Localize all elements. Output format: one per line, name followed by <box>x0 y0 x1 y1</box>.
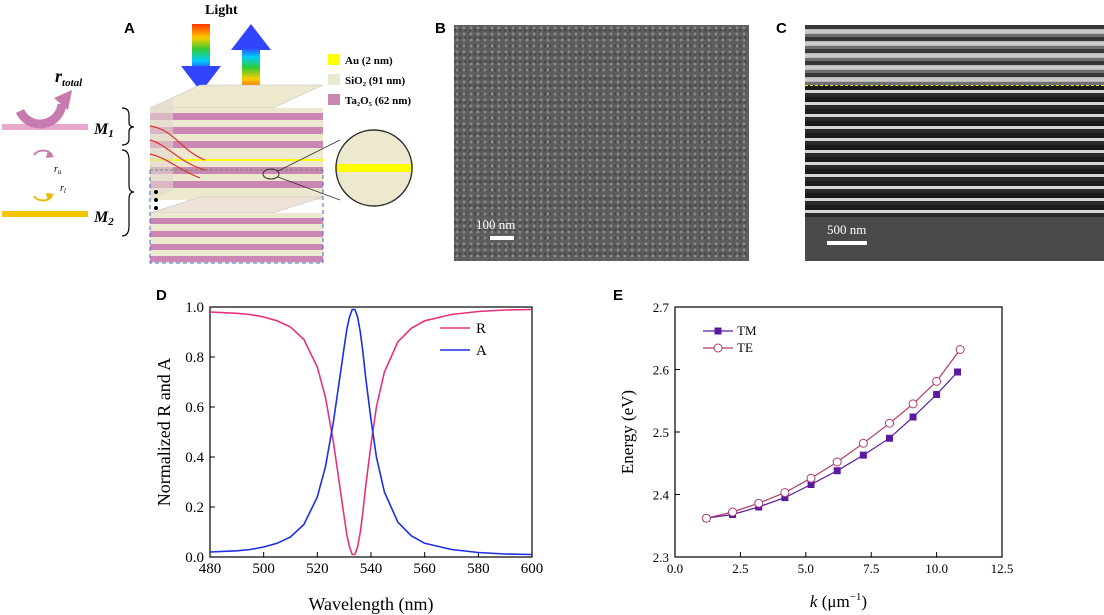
y-tick-label: 1.0 <box>185 300 204 316</box>
x-axis-label: Wavelength (nm) <box>308 594 433 615</box>
data-point-te <box>955 345 965 354</box>
x-tick-label: 10.0 <box>925 561 948 576</box>
legend-swatch-au <box>328 54 340 65</box>
data-point-tm <box>933 391 941 398</box>
legend-label-te: TE <box>737 340 753 355</box>
light-label: Light <box>205 3 238 18</box>
data-point-tm <box>807 481 815 488</box>
panel-label-c: C <box>776 20 787 37</box>
y-axis-label: Normalized R and A <box>154 358 174 506</box>
data-point-te <box>908 399 918 409</box>
x-tick-label: 0.0 <box>667 561 683 576</box>
legend-label-sio2: SiO₂ (91 nm) <box>345 75 405 87</box>
data-point-tm <box>833 467 841 475</box>
reflected-light-arrow-icon <box>231 24 271 92</box>
sem-b-scale-label: 100 nm <box>476 217 516 232</box>
panel-label-b: B <box>435 20 446 37</box>
plot-frame <box>674 306 1003 558</box>
incident-light-arrow-icon <box>181 24 221 92</box>
chart-d: 480 500 520 540 560 580 600 0.0 0.2 0.4 0.6 0.8 1.0 W… <box>154 300 544 615</box>
series-line-tm <box>706 371 958 519</box>
y-tick-label: 2.5 <box>653 425 669 440</box>
lower-mirror-stack <box>149 196 324 263</box>
sem-image-c: 500 nm <box>805 25 1104 261</box>
data-point-te <box>832 457 842 467</box>
legend-label-tm: TM <box>737 323 757 338</box>
chart-e: 0.0 2.5 5.0 7.5 10.0 12.5 2.3 2.4 2.5 2.6 2.7 k (μm… <box>618 300 1014 611</box>
sem-b-scale-bar <box>490 236 514 240</box>
x-tick-label: 2.5 <box>732 561 748 576</box>
data-point-te <box>780 488 790 498</box>
panel-label-a: A <box>124 20 135 37</box>
y-tick-label: 2.7 <box>653 300 670 315</box>
r-u-label: ru <box>54 164 62 176</box>
m1-label: M1 <box>93 121 114 140</box>
interface-dashed-line <box>805 85 1104 86</box>
data-point-tm <box>781 494 789 502</box>
y-tick-label: 2.6 <box>653 363 670 378</box>
x-tick-label: 560 <box>413 561 436 577</box>
x-tick-label: 12.5 <box>991 561 1014 576</box>
legend-marker-te <box>713 343 723 353</box>
sem-c-scale-label: 500 nm <box>827 222 867 237</box>
x-tick-label: 520 <box>306 561 329 577</box>
data-point-te <box>858 438 868 448</box>
data-point-tm <box>909 413 917 421</box>
x-tick-label: 580 <box>467 561 490 577</box>
y-tick-label: 0.8 <box>185 350 204 366</box>
sem-c-scale-bar <box>827 241 867 245</box>
x-tick-label: 600 <box>521 561 544 577</box>
legend-label-ta2o5: Ta₂O₅ (62 nm) <box>345 95 411 107</box>
material-legend: Au (2 nm) SiO₂ (91 nm) Ta₂O₅ (62 nm) <box>328 54 411 107</box>
magnifier-inset <box>262 129 413 207</box>
y-tick-label: 0.4 <box>185 450 204 466</box>
schematic-figure: Light Au (2 nm) SiO₂ (91 nm) Ta₂O₅ (62 n… <box>2 3 413 264</box>
series-line-te <box>706 349 961 519</box>
series-line-a <box>209 308 533 556</box>
sem-image-b: 100 nm <box>454 25 749 261</box>
legend-marker-tm <box>714 327 722 335</box>
data-point-tm <box>859 451 867 459</box>
panel-label-e: E <box>613 287 624 304</box>
data-point-tm <box>954 368 962 376</box>
legend-label-a: A <box>476 343 487 359</box>
x-tick-label: 540 <box>360 561 383 577</box>
y-tick-label: 2.4 <box>653 488 670 503</box>
legend-swatch-ta2o5 <box>328 94 340 105</box>
x-tick-label: 7.5 <box>863 561 879 576</box>
reflection-model: rtotal ru rl M1 M2 <box>2 66 135 237</box>
panel-label-d: D <box>156 287 167 304</box>
data-point-te <box>701 513 711 523</box>
r-l-label: rl <box>60 183 66 195</box>
r-total-label: rtotal <box>55 66 83 89</box>
x-tick-label: 5.0 <box>798 561 814 576</box>
data-point-te <box>806 473 816 483</box>
legend-label-au: Au (2 nm) <box>345 55 393 67</box>
x-axis-label: k (μm−1) <box>810 591 867 611</box>
y-tick-label: 2.3 <box>653 550 669 565</box>
m2-label: M2 <box>93 209 114 228</box>
data-point-te <box>885 418 895 428</box>
data-point-te <box>754 498 764 508</box>
data-point-te <box>932 376 942 386</box>
y-tick-label: 0.6 <box>185 400 204 416</box>
y-tick-label: 0.2 <box>185 500 204 516</box>
data-point-te <box>728 507 738 517</box>
x-tick-label: 500 <box>252 561 275 577</box>
y-tick-label: 0.0 <box>185 550 204 566</box>
series-line-r <box>209 308 533 556</box>
y-axis-label: Energy (eV) <box>618 390 637 474</box>
data-point-tm <box>886 434 894 442</box>
x-tick-label: 480 <box>199 561 222 577</box>
legend-swatch-sio2 <box>328 74 340 85</box>
upper-mirror-stack <box>149 84 324 200</box>
legend-label-r: R <box>476 321 486 337</box>
